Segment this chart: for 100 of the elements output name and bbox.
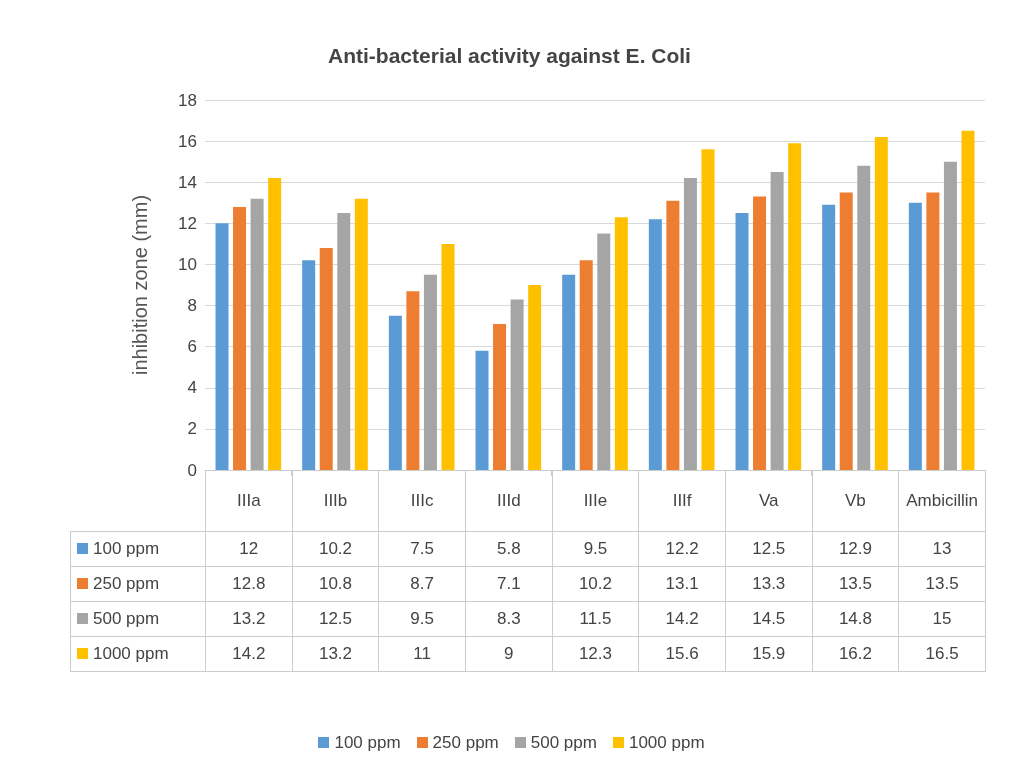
x-tick-label: IIIc — [378, 470, 466, 532]
bar — [528, 285, 542, 470]
data-label: 12.5 — [725, 531, 813, 567]
bar — [857, 165, 871, 470]
data-label: 16.5 — [898, 636, 986, 672]
data-label: 9.5 — [378, 601, 466, 637]
x-tick-label: IIIf — [638, 470, 726, 532]
data-label: 14.8 — [812, 601, 899, 637]
data-label: 13.3 — [725, 566, 813, 602]
legend-label: 1000 ppm — [70, 636, 206, 672]
bar — [597, 233, 611, 470]
y-tick-label: 6 — [187, 337, 197, 357]
y-tick-label: 2 — [187, 419, 197, 439]
x-tick-label: IIIa — [205, 470, 293, 532]
legend-label: 500 ppm — [70, 601, 206, 637]
chart-title: Anti-bacterial activity against E. Coli — [328, 44, 691, 67]
x-tick-label: Vb — [812, 470, 899, 532]
data-label: 7.5 — [378, 531, 466, 567]
bar — [233, 206, 247, 470]
data-label: 12.2 — [638, 531, 726, 567]
data-label: 13.2 — [205, 601, 293, 637]
data-label: 15.6 — [638, 636, 726, 672]
bar — [215, 223, 229, 470]
data-label: 13 — [898, 531, 986, 567]
bar — [770, 171, 784, 470]
y-tick-label: 12 — [178, 213, 197, 233]
bar — [735, 213, 749, 470]
bar — [943, 161, 957, 470]
bar — [562, 274, 576, 470]
y-tick-label: 10 — [178, 254, 197, 274]
bar — [441, 243, 455, 470]
y-tick-label: 8 — [187, 296, 197, 316]
bar — [302, 260, 316, 470]
y-tick-label: 18 — [178, 90, 197, 110]
text: 100 ppm — [334, 733, 401, 752]
bar — [250, 198, 264, 470]
y-axis-title: inhibition zone (mm) — [129, 194, 151, 376]
legend-label: 100 ppm — [70, 531, 206, 567]
bar — [961, 130, 975, 470]
text: 1000 ppm — [628, 733, 705, 752]
bar — [510, 299, 524, 470]
data-label: 14.5 — [725, 601, 813, 637]
data-label: 12.9 — [812, 531, 899, 567]
data-label: 14.2 — [205, 636, 293, 672]
x-tick-label: Va — [725, 470, 813, 532]
data-label: 13.5 — [812, 566, 899, 602]
data-label: 12.8 — [205, 566, 293, 602]
y-tick-label: 4 — [187, 378, 197, 398]
bar — [579, 260, 593, 470]
data-label: 14.2 — [638, 601, 726, 637]
data-label: 7.1 — [465, 566, 553, 602]
text: 250 ppm — [432, 733, 499, 752]
bar — [839, 192, 853, 470]
bar — [406, 291, 420, 470]
data-label: 12.5 — [292, 601, 379, 637]
bar — [423, 274, 437, 470]
bar — [388, 315, 402, 470]
x-tick-label: IIId — [465, 470, 553, 532]
data-label: 8.7 — [378, 566, 466, 602]
data-label: 10.2 — [292, 531, 379, 567]
data-label: 12.3 — [552, 636, 639, 672]
bar — [319, 248, 333, 470]
bar — [874, 137, 888, 470]
y-tick-label: 0 — [187, 460, 197, 480]
bar — [822, 204, 836, 470]
text: 500 ppm — [530, 733, 597, 752]
data-label: 8.3 — [465, 601, 553, 637]
data-label: 11 — [378, 636, 466, 672]
x-tick-label: IIIb — [292, 470, 379, 532]
bar — [475, 350, 489, 470]
bar — [701, 149, 715, 470]
data-label: 10.2 — [552, 566, 639, 602]
data-label: 9.5 — [552, 531, 639, 567]
data-label: 11.5 — [552, 601, 639, 637]
data-label: 13.2 — [292, 636, 379, 672]
x-tick-label: IIIe — [552, 470, 639, 532]
bar — [268, 178, 282, 470]
y-tick-label: 16 — [178, 131, 197, 151]
bar — [683, 178, 697, 470]
data-label: 13.1 — [638, 566, 726, 602]
bar — [908, 202, 922, 470]
data-label: 13.5 — [898, 566, 986, 602]
bar — [493, 324, 507, 470]
legend-label: 250 ppm — [70, 566, 206, 602]
bar — [354, 198, 368, 470]
bar — [753, 196, 767, 470]
data-label: 16.2 — [812, 636, 899, 672]
y-tick-label: 14 — [178, 172, 197, 192]
data-label: 10.8 — [292, 566, 379, 602]
bar — [788, 143, 802, 470]
bar — [337, 213, 351, 470]
bar — [614, 217, 628, 470]
x-tick-label: Ambicillin — [898, 470, 986, 532]
data-label: 15 — [898, 601, 986, 637]
bar — [666, 200, 680, 470]
data-label: 15.9 — [725, 636, 813, 672]
bar — [926, 192, 940, 470]
bar — [648, 219, 662, 470]
data-label: 5.8 — [465, 531, 553, 567]
data-label: 9 — [465, 636, 553, 672]
